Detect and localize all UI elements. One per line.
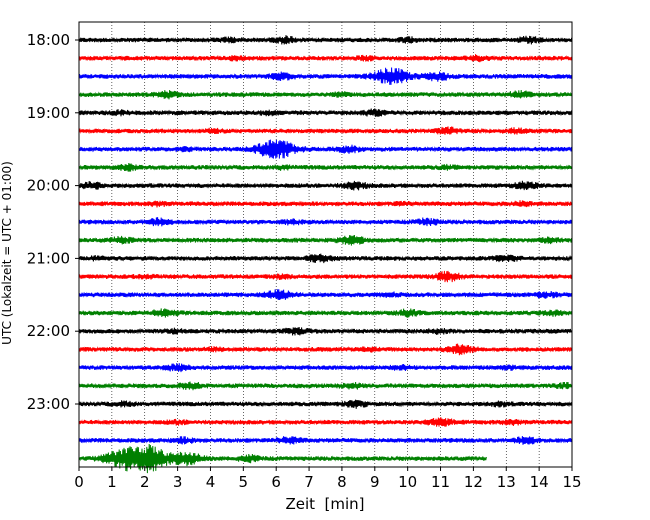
y-tick-label: 19:00: [27, 104, 70, 122]
x-tick-label: 11: [431, 473, 450, 491]
trace-line: [78, 363, 573, 373]
x-tick-label: 4: [206, 473, 216, 491]
y-tick-label: 21:00: [27, 249, 70, 267]
trace-line: [78, 180, 573, 191]
trace-line: [78, 343, 573, 356]
y-tick-label: 20:00: [27, 177, 70, 195]
x-tick-label: 10: [398, 473, 417, 491]
trace-line: [78, 399, 573, 409]
trace-line: [78, 234, 573, 246]
x-tick-label: 13: [497, 473, 516, 491]
trace-line: [78, 126, 573, 135]
trace-line: [78, 289, 573, 301]
vertical-grid-lines: [111, 22, 540, 467]
x-tick-label: 3: [173, 473, 183, 491]
trace-line: [78, 253, 573, 264]
x-tick-label: 1: [107, 473, 117, 491]
trace-line: [78, 436, 573, 445]
trace-line: [78, 417, 573, 427]
trace-line: [78, 217, 573, 227]
y-tick-label: 22:00: [27, 322, 70, 340]
trace-line: [78, 35, 573, 45]
trace-line: [78, 443, 487, 474]
trace-line: [78, 270, 573, 283]
x-tick-label: 12: [464, 473, 483, 491]
trace-line: [78, 327, 573, 336]
trace-line: [78, 200, 573, 208]
y-tick-label: 23:00: [27, 395, 70, 413]
trace-line: [78, 67, 573, 85]
x-tick-label: 5: [239, 473, 249, 491]
x-tick-label: 15: [562, 473, 581, 491]
plot-frame: [78, 21, 573, 468]
x-axis-ticks: 0 1 2 3 4 5 6 7 8 9 10 11 12 13 14 15: [74, 467, 582, 491]
trace-line: [78, 89, 573, 100]
y-axis-label: UTC (Lokalzeit = UTC + 01:00): [0, 161, 14, 345]
x-tick-label: 6: [271, 473, 281, 491]
x-tick-label: 2: [140, 473, 150, 491]
seismogram-traces: [78, 35, 573, 474]
trace-line: [78, 139, 573, 159]
x-axis-label: Zeit [min]: [285, 495, 364, 513]
trace-line: [78, 54, 573, 63]
x-tick-label: 0: [74, 473, 84, 491]
y-axis-ticks: 18:00 19:00 20:00 21:00 22:00 23:00: [27, 31, 79, 413]
x-tick-label: 14: [530, 473, 549, 491]
trace-line: [78, 381, 573, 391]
x-tick-label: 9: [370, 473, 380, 491]
trace-line: [78, 108, 573, 117]
x-tick-label: 7: [304, 473, 314, 491]
trace-line: [78, 162, 573, 172]
x-tick-label: 8: [337, 473, 347, 491]
trace-line: [78, 308, 573, 318]
y-tick-label: 18:00: [27, 31, 70, 49]
